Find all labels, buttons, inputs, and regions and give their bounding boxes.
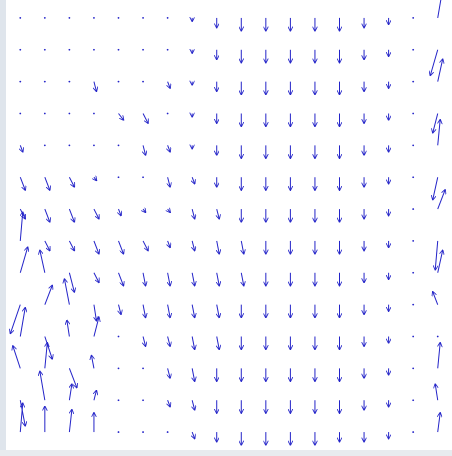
- zero-vector: [412, 399, 414, 401]
- zero-vector: [412, 240, 414, 242]
- zero-vector: [118, 49, 120, 51]
- quiver-window: [0, 0, 452, 456]
- zero-vector: [44, 81, 46, 83]
- zero-vector: [412, 176, 414, 178]
- zero-vector: [19, 49, 21, 51]
- zero-vector: [118, 336, 120, 338]
- zero-vector: [412, 272, 414, 274]
- zero-vector: [167, 49, 169, 51]
- zero-vector: [142, 49, 144, 51]
- zero-vector: [118, 17, 120, 19]
- zero-vector: [93, 49, 95, 51]
- zero-vector: [19, 81, 21, 83]
- zero-vector: [167, 431, 169, 433]
- zero-vector: [68, 17, 70, 19]
- zero-vector: [412, 336, 414, 338]
- zero-vector: [412, 367, 414, 369]
- zero-vector: [118, 144, 120, 146]
- zero-vector: [412, 113, 414, 115]
- background: [0, 0, 452, 456]
- zero-vector: [412, 49, 414, 51]
- zero-vector: [412, 304, 414, 306]
- page: (() => { const data = JSON.parse(documen…: [0, 0, 452, 456]
- zero-vector: [118, 431, 120, 433]
- zero-vector: [118, 367, 120, 369]
- zero-vector: [44, 49, 46, 51]
- zero-vector: [118, 176, 120, 178]
- zero-vector: [437, 336, 439, 338]
- zero-vector: [93, 17, 95, 19]
- zero-vector: [93, 144, 95, 146]
- zero-vector: [118, 399, 120, 401]
- zero-vector: [68, 144, 70, 146]
- zero-vector: [412, 208, 414, 210]
- zero-vector: [44, 144, 46, 146]
- zero-vector: [412, 81, 414, 83]
- zero-vector: [19, 113, 21, 115]
- zero-vector: [412, 431, 414, 433]
- zero-vector: [44, 113, 46, 115]
- zero-vector: [142, 81, 144, 83]
- zero-vector: [118, 81, 120, 83]
- window-frame-bottom: [0, 450, 452, 456]
- zero-vector: [19, 17, 21, 19]
- zero-vector: [142, 17, 144, 19]
- zero-vector: [68, 81, 70, 83]
- zero-vector: [142, 399, 144, 401]
- zero-vector: [412, 144, 414, 146]
- zero-vector: [142, 431, 144, 433]
- zero-vector: [44, 17, 46, 19]
- zero-vector: [412, 17, 414, 19]
- zero-vector: [167, 17, 169, 19]
- zero-vector: [68, 113, 70, 115]
- zero-vector: [93, 113, 95, 115]
- zero-vector: [142, 367, 144, 369]
- zero-vector: [142, 176, 144, 178]
- zero-vector: [68, 49, 70, 51]
- window-frame-left: [0, 0, 6, 456]
- zero-vector: [167, 113, 169, 115]
